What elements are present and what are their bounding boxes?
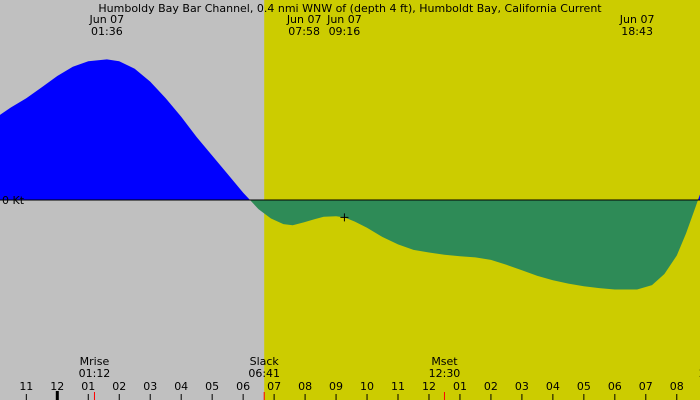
event-time-3: 21:	[699, 367, 700, 380]
x-tick-label-10: 09	[329, 380, 343, 393]
x-tick-label-0: 11	[19, 380, 33, 393]
event-label-0: Mrise	[80, 355, 110, 368]
x-tick-label-8: 07	[267, 380, 281, 393]
x-tick-label-18: 05	[577, 380, 591, 393]
event-label-1: Slack	[250, 355, 280, 368]
current-area-layer	[0, 59, 700, 290]
zero-kt-label: 0 Kt	[2, 194, 25, 207]
x-tick-label-9: 08	[298, 380, 312, 393]
event-time-0: 01:12	[79, 367, 111, 380]
x-tick-label-6: 05	[205, 380, 219, 393]
x-tick-label-19: 06	[608, 380, 622, 393]
x-tick-label-2: 01	[81, 380, 95, 393]
event-time-1: 06:41	[248, 367, 280, 380]
x-tick-label-11: 10	[360, 380, 374, 393]
x-tick-label-13: 12	[422, 380, 436, 393]
x-tick-label-21: 08	[670, 380, 684, 393]
top-annotation-date-3: Jun 07	[619, 13, 655, 26]
top-annotation-date-0: Jun 07	[89, 13, 125, 26]
top-annotation-time-2: 09:16	[329, 25, 361, 38]
top-annotation-date-2: Jun 07	[326, 13, 362, 26]
ebb-area-0	[250, 200, 698, 290]
x-tick-label-15: 02	[484, 380, 498, 393]
x-tick-label-12: 11	[391, 380, 405, 393]
top-annotation-date-1: Jun 07	[286, 13, 322, 26]
x-tick-label-7: 06	[236, 380, 250, 393]
flood-area-0	[0, 59, 250, 201]
event-label-2: Mset	[431, 355, 458, 368]
x-tick-label-1: 12	[50, 380, 64, 393]
top-annotation-time-1: 07:58	[288, 25, 320, 38]
axis-layer: 11 12 01 02 03 04 05 06 07 08 09 10 11 12 01 02 03 04 05 06…	[19, 380, 684, 400]
top-annotation-time-0: 01:36	[91, 25, 123, 38]
top-annotation-time-3: 18:43	[621, 25, 653, 38]
x-tick-label-20: 07	[639, 380, 653, 393]
x-tick-label-3: 02	[112, 380, 126, 393]
x-tick-label-4: 03	[143, 380, 157, 393]
chart-title: Humboldy Bay Bar Channel, 0.4 nmi WNW of…	[98, 2, 602, 15]
x-tick-label-17: 04	[546, 380, 560, 393]
x-tick-label-5: 04	[174, 380, 188, 393]
x-tick-label-16: 03	[515, 380, 529, 393]
event-time-2: 12:30	[429, 367, 461, 380]
x-tick-label-14: 01	[453, 380, 467, 393]
